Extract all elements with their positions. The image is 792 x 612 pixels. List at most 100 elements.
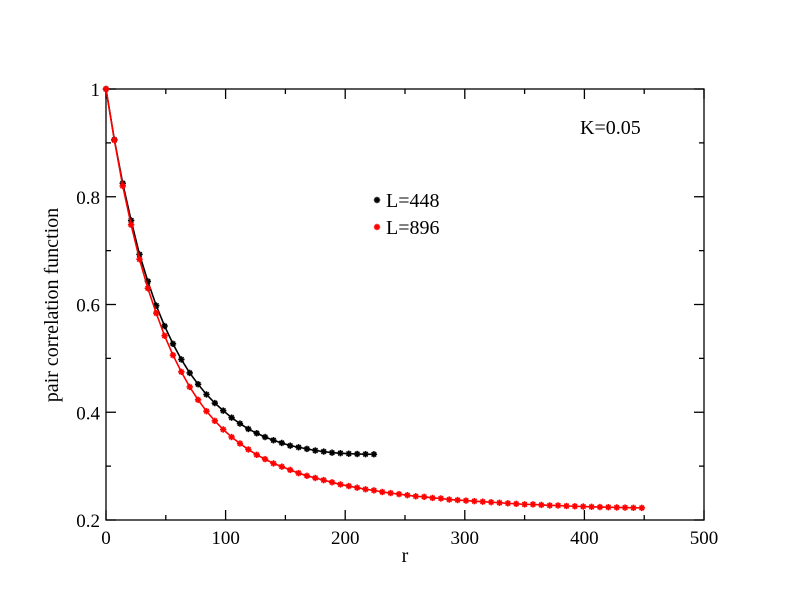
data-point (504, 500, 512, 507)
data-point (387, 489, 394, 497)
data-point (270, 437, 277, 444)
data-point (596, 503, 604, 511)
parameter-annotation: K=0.05 (580, 117, 641, 139)
data-point (580, 503, 587, 510)
data-point (546, 502, 553, 509)
data-point (194, 396, 202, 404)
data-point (320, 476, 327, 484)
data-point (220, 407, 227, 414)
data-point (312, 474, 319, 482)
data-point (345, 482, 352, 490)
data-point (521, 501, 528, 508)
data-point (605, 504, 612, 511)
data-point (303, 472, 311, 480)
data-point (362, 486, 369, 493)
data-point (454, 496, 461, 504)
data-point (337, 481, 344, 488)
data-point (487, 499, 495, 506)
y-axis-label: pair correlation function (41, 208, 63, 402)
data-point (295, 469, 302, 477)
data-point (186, 369, 193, 377)
data-point (412, 493, 419, 500)
data-point (161, 332, 168, 339)
data-point (496, 499, 503, 506)
data-point (513, 500, 520, 508)
data-point (286, 466, 294, 474)
data-point (203, 407, 210, 415)
data-point (420, 493, 428, 501)
data-point (111, 136, 118, 144)
data-point (136, 256, 143, 263)
legend-marker-symbol (373, 196, 381, 204)
data-point (261, 455, 269, 463)
y-tick-label: 0.8 (76, 188, 100, 209)
legend-marker-l448 (373, 196, 381, 204)
y-tick-label: 0.2 (76, 511, 100, 532)
data-point (328, 479, 336, 486)
series-line (105, 88, 374, 456)
data-point (563, 502, 570, 510)
y-tick-label: 1 (91, 80, 101, 101)
data-point (312, 447, 319, 454)
y-tick-label: 0.4 (76, 403, 100, 424)
data-point (404, 492, 411, 499)
data-point (471, 497, 478, 505)
data-point (370, 451, 378, 458)
legend: L=448 L=896 (373, 190, 440, 239)
data-point (102, 85, 110, 93)
x-tick-label: 300 (451, 528, 480, 549)
data-point (203, 391, 210, 398)
data-point (153, 309, 160, 317)
x-tick-label: 200 (331, 528, 360, 549)
data-point (613, 504, 620, 511)
legend-marker-symbol (373, 223, 381, 231)
data-point (278, 463, 286, 470)
data-point (328, 449, 336, 456)
x-tick-label: 100 (211, 528, 240, 549)
series-line (105, 88, 642, 509)
data-point (538, 501, 545, 509)
data-point (337, 449, 344, 457)
legend-label-l448: L=448 (386, 190, 440, 212)
data-point (144, 285, 152, 292)
data-point (303, 445, 311, 453)
data-point (194, 381, 202, 388)
x-tick-label: 400 (570, 528, 599, 549)
data-point (437, 495, 445, 502)
data-point (245, 425, 252, 433)
data-point (345, 450, 352, 457)
series-l896 (102, 85, 646, 512)
data-point (220, 426, 227, 433)
data-point (253, 451, 260, 459)
data-point (462, 497, 470, 504)
axis-tick-labels: 0 100 200 300 400 500 0.2 0.4 0.6 0.8 1 (76, 80, 718, 549)
data-point (245, 446, 252, 453)
data-point (286, 442, 294, 449)
data-point (353, 450, 361, 458)
x-tick-label: 500 (690, 528, 719, 549)
data-point (228, 433, 235, 441)
y-tick-label: 0.6 (76, 296, 100, 317)
legend-label-l896: L=896 (386, 217, 440, 239)
x-axis-label: r (402, 545, 409, 567)
x-tick-label: 0 (101, 528, 111, 549)
data-point (479, 498, 486, 505)
axis-ticks (105, 88, 705, 521)
data-point (270, 460, 277, 467)
data-point (169, 340, 177, 348)
data-point (261, 433, 269, 441)
data-point (278, 439, 286, 447)
data-point (236, 420, 244, 427)
data-point (571, 503, 579, 510)
data-point (554, 502, 562, 509)
data-point (211, 399, 219, 407)
data-point (295, 444, 302, 451)
data-point (253, 430, 260, 437)
data-point (379, 488, 386, 496)
data-point (529, 501, 537, 508)
data-point (119, 182, 126, 190)
data-point (446, 496, 453, 503)
data-point (211, 417, 219, 425)
data-point (395, 490, 403, 498)
